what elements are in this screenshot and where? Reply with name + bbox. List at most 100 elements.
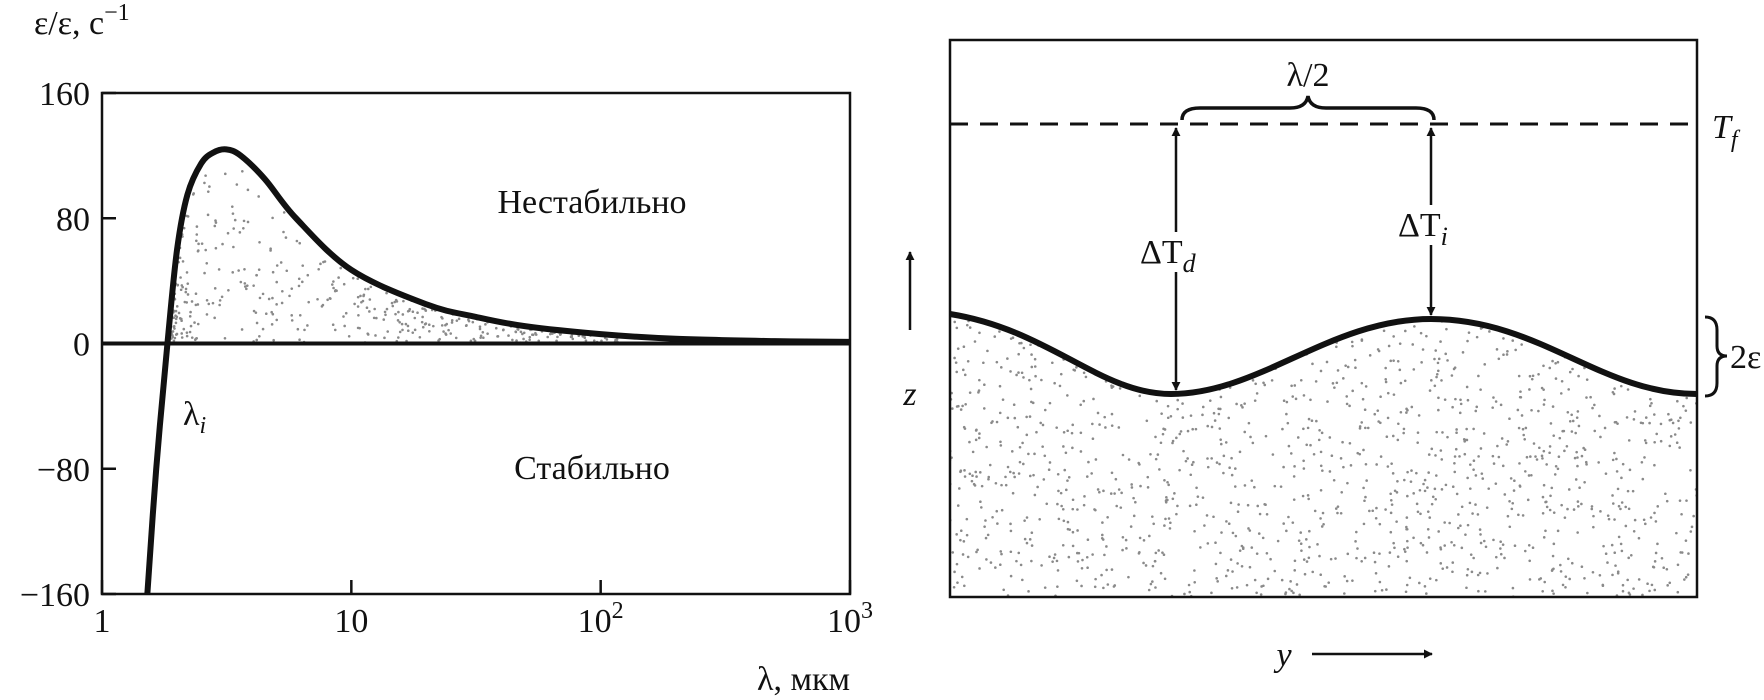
stipple-dot <box>1030 353 1033 356</box>
stipple-dot <box>1558 436 1562 440</box>
stipple-dot <box>1673 433 1677 436</box>
stipple-dot <box>1551 405 1555 408</box>
stipple-dot <box>1374 516 1378 520</box>
stipple-dot <box>450 319 454 322</box>
stipple-dot <box>1127 458 1131 461</box>
stipple-dot <box>1692 366 1696 370</box>
stipple-dot <box>1615 457 1618 461</box>
stipple-dot <box>991 515 994 519</box>
stipple-dot <box>1206 375 1209 379</box>
stipple-dot <box>1566 507 1569 511</box>
stipple-dot <box>973 340 977 343</box>
stipple-dot <box>1425 592 1428 595</box>
stipple-dot <box>1210 591 1213 595</box>
stipple-dot <box>195 239 198 243</box>
stipple-dot <box>306 273 310 277</box>
stipple-dot <box>1308 323 1312 326</box>
stipple-dot <box>1479 447 1483 450</box>
stipple-dot <box>1247 527 1250 530</box>
stipple-dot <box>356 295 360 299</box>
stipple-dot <box>1403 478 1406 482</box>
stipple-dot <box>1313 317 1317 320</box>
stipple-dot <box>1182 359 1186 363</box>
stipple-dot <box>358 326 361 330</box>
stipple-dot <box>1321 469 1324 472</box>
stipple-dot <box>1396 359 1400 363</box>
stipple-dot <box>1451 485 1455 489</box>
stipple-dot <box>372 316 376 320</box>
stipple-dot <box>1029 387 1033 391</box>
stipple-dot <box>1620 549 1624 553</box>
stipple-dot <box>1620 501 1624 504</box>
stipple-dot <box>1036 485 1039 489</box>
stipple-dot <box>1167 483 1170 487</box>
stipple-dot <box>1203 367 1206 371</box>
stipple-dot <box>1373 412 1377 416</box>
stipple-dot <box>1542 388 1545 391</box>
stipple-dot <box>1101 521 1104 524</box>
stipple-dot <box>1502 317 1505 320</box>
stipple-dot <box>1265 512 1269 516</box>
stipple-dot <box>1642 518 1646 522</box>
stipple-dot <box>1427 536 1431 539</box>
stipple-dot <box>203 271 206 275</box>
stipple-dot <box>1179 430 1183 433</box>
stipple-dot <box>1492 462 1496 465</box>
stipple-dot <box>955 533 958 536</box>
stipple-dot <box>1433 384 1437 388</box>
stipple-dot <box>1308 545 1311 549</box>
stipple-dot <box>1576 325 1580 329</box>
stipple-dot <box>1057 489 1060 493</box>
stipple-dot <box>1621 589 1625 593</box>
y-tick-label: −80 <box>37 452 90 489</box>
stipple-dot <box>1388 551 1392 554</box>
stipple-dot <box>1292 498 1296 501</box>
stipple-dot <box>1453 455 1457 458</box>
stipple-dot <box>1033 365 1037 368</box>
y-tick-label: 80 <box>56 201 90 238</box>
stipple-dot <box>172 316 176 320</box>
stipple-dot <box>1006 465 1010 469</box>
stipple-dot <box>1386 391 1390 395</box>
stipple-dot <box>1259 593 1263 596</box>
stipple-dot <box>1627 336 1631 340</box>
stipple-dot <box>1098 423 1101 426</box>
stipple-dot <box>1163 577 1167 581</box>
stipple-dot <box>1495 348 1499 351</box>
stipple-dot <box>1497 357 1501 361</box>
stipple-dot <box>592 339 596 343</box>
stipple-dot <box>270 310 273 314</box>
stipple-dot <box>1171 439 1175 443</box>
stipple-dot <box>1523 437 1527 441</box>
stipple-dot <box>432 324 435 328</box>
stipple-dot <box>1430 502 1434 506</box>
stipple-dot <box>1339 457 1343 460</box>
stipple-dot <box>1408 576 1412 580</box>
stipple-dot <box>1269 360 1273 364</box>
stipple-dot <box>220 295 224 299</box>
stipple-dot <box>217 268 221 271</box>
stipple-dot <box>1379 455 1383 458</box>
stipple-dot <box>1144 564 1148 567</box>
stipple-dot <box>1583 480 1586 484</box>
stipple-dot <box>1670 331 1674 335</box>
stipple-dot <box>1655 432 1659 436</box>
stipple-dot <box>1477 374 1480 378</box>
stipple-dot <box>221 242 224 246</box>
stipple-dot <box>1094 577 1097 581</box>
stipple-dot <box>1641 356 1644 359</box>
stipple-dot <box>1103 415 1106 419</box>
stipple-dot <box>481 330 485 334</box>
stipple-dot <box>1227 329 1231 333</box>
stipple-dot <box>1360 559 1363 563</box>
stipple-dot <box>537 339 541 343</box>
stipple-dot <box>1255 552 1259 555</box>
stipple-dot <box>1634 337 1638 341</box>
stipple-dot <box>295 239 299 243</box>
stipple-dot <box>180 336 184 339</box>
stipple-dot <box>1184 459 1188 463</box>
stipple-dot <box>1633 321 1636 325</box>
stipple-dot <box>1540 386 1544 390</box>
stipple-dot <box>1315 333 1319 336</box>
